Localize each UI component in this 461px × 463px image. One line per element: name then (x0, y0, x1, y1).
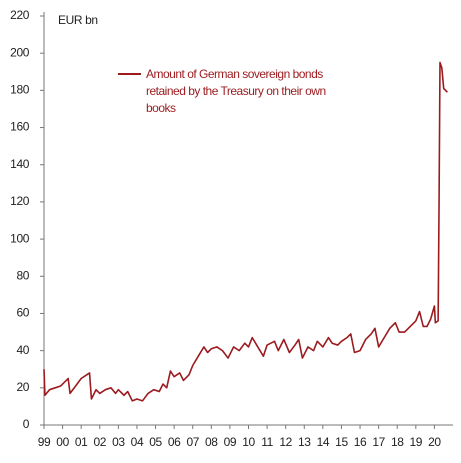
x-tick-label: 07 (186, 435, 199, 449)
y-tick-label: 180 (10, 83, 30, 97)
x-tick-label: 04 (131, 435, 144, 449)
x-tick-label: 02 (93, 435, 106, 449)
y-tick-label: 200 (10, 45, 30, 59)
y-tick-label: 20 (16, 380, 29, 394)
x-tick-label: 08 (205, 435, 218, 449)
y-tick-label: 40 (16, 343, 29, 357)
data-line (43, 61, 448, 402)
x-tick-label: 09 (224, 435, 237, 449)
y-tick-label: 80 (16, 268, 29, 282)
y-tick-label: 120 (10, 194, 30, 208)
x-tick-label: 11 (261, 435, 273, 449)
x-tick-label: 19 (410, 435, 423, 449)
legend-label: Amount of German sovereign bonds retaine… (146, 67, 326, 115)
y-tick-label: 140 (10, 157, 30, 171)
x-tick-label: 01 (75, 435, 88, 449)
x-tick-label: 13 (298, 435, 311, 449)
y-tick-label: 100 (10, 231, 30, 245)
x-tick-label: 03 (112, 435, 125, 449)
y-tick-label: 160 (10, 120, 30, 134)
y-tick-label: 220 (10, 8, 30, 22)
x-tick-label: 17 (372, 435, 385, 449)
x-tick-label: 00 (56, 435, 69, 449)
x-tick-label: 14 (317, 435, 330, 449)
x-tick-label: 20 (428, 435, 441, 449)
x-tick-label: 05 (149, 435, 162, 449)
x-tick-label: 06 (168, 435, 181, 449)
x-tick-label: 18 (391, 435, 404, 449)
y-tick-label: 0 (23, 417, 30, 431)
y-axis-unit: EUR bn (58, 13, 98, 27)
x-tick-label: 16 (354, 435, 367, 449)
y-tick-label: 60 (16, 306, 29, 320)
x-tick-label: 99 (38, 435, 51, 449)
x-tick-label: 10 (242, 435, 255, 449)
x-tick-label: 12 (279, 435, 292, 449)
x-tick-label: 15 (335, 435, 348, 449)
